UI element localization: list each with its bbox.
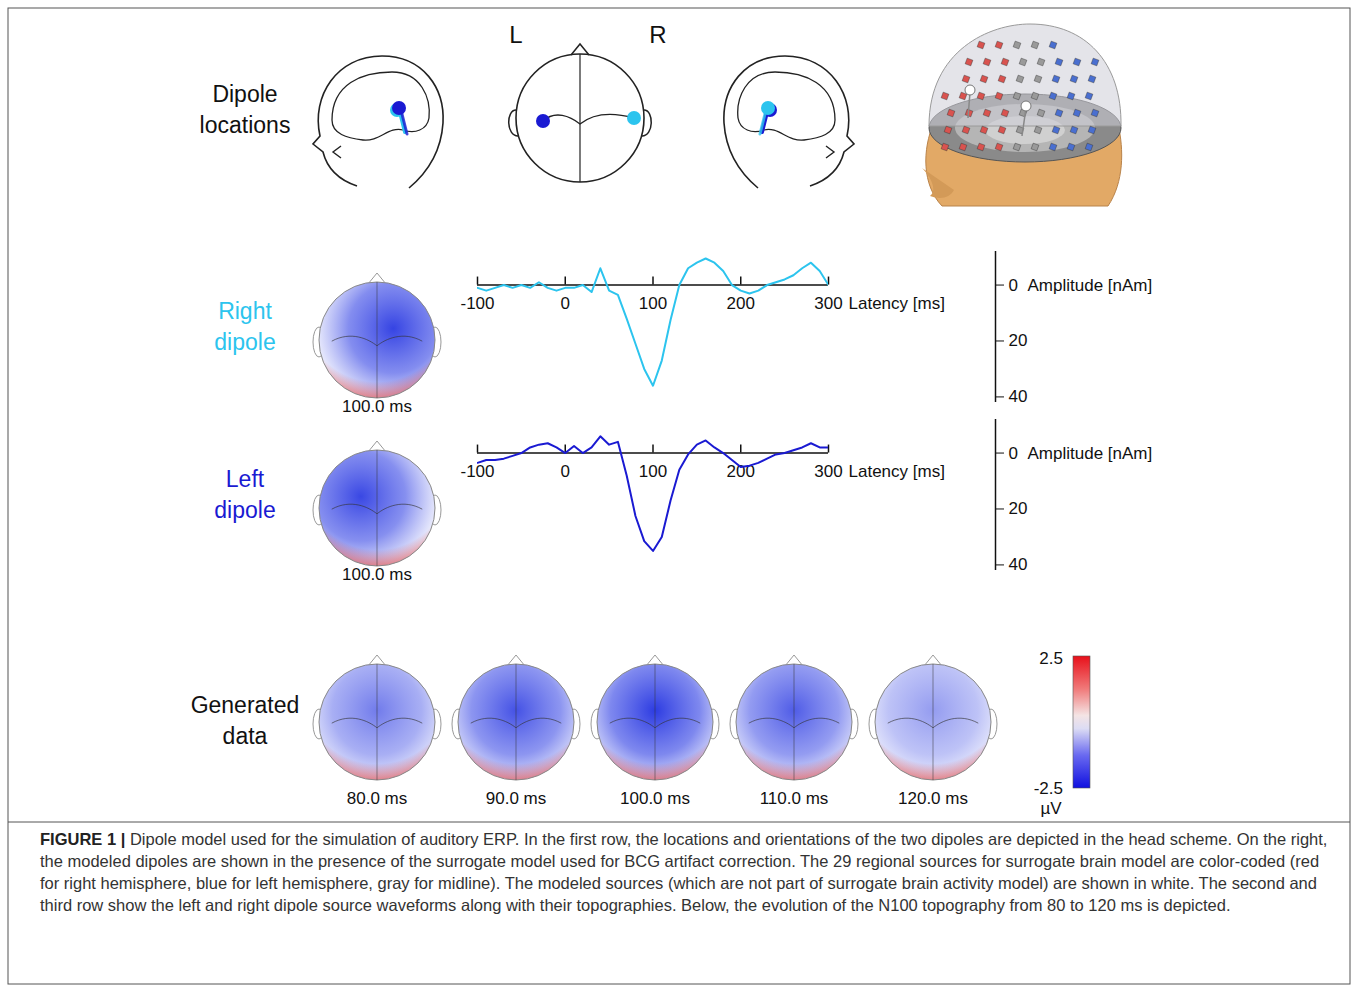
svg-text:R: R xyxy=(649,21,666,48)
svg-text:40: 40 xyxy=(1009,555,1028,574)
svg-text:Latency [ms]: Latency [ms] xyxy=(849,293,945,312)
svg-text:80.0 ms: 80.0 ms xyxy=(347,789,407,808)
svg-text:0: 0 xyxy=(1009,275,1018,294)
svg-text:-100: -100 xyxy=(460,293,494,312)
svg-text:300: 300 xyxy=(814,293,842,312)
svg-text:dipole: dipole xyxy=(214,497,275,523)
svg-text:200: 200 xyxy=(727,293,755,312)
html-text:FIGURE 1 | Dipole model used f: FIGURE 1 | Dipole model used for the sim… xyxy=(40,830,1328,914)
svg-text:µV: µV xyxy=(1040,799,1062,818)
svg-text:Amplitude [nAm]: Amplitude [nAm] xyxy=(1028,443,1153,462)
svg-text:100.0 ms: 100.0 ms xyxy=(342,397,412,416)
svg-text:-2.5: -2.5 xyxy=(1034,779,1063,798)
svg-text:40: 40 xyxy=(1009,387,1028,406)
svg-text:0: 0 xyxy=(1009,443,1018,462)
svg-text:0: 0 xyxy=(561,461,570,480)
svg-text:Dipole: Dipole xyxy=(212,81,277,107)
svg-text:110.0 ms: 110.0 ms xyxy=(760,789,829,808)
svg-text:Left: Left xyxy=(226,466,265,492)
svg-text:100.0 ms: 100.0 ms xyxy=(342,565,412,584)
svg-text:Amplitude [nAm]: Amplitude [nAm] xyxy=(1028,275,1153,294)
svg-text:dipole: dipole xyxy=(214,329,275,355)
svg-text:100: 100 xyxy=(639,293,667,312)
svg-text:data: data xyxy=(223,723,268,749)
svg-text:Latency [ms]: Latency [ms] xyxy=(849,461,945,480)
svg-text:0: 0 xyxy=(561,293,570,312)
svg-text:300: 300 xyxy=(814,461,842,480)
svg-text:2.5: 2.5 xyxy=(1039,649,1063,668)
svg-text:100.0 ms: 100.0 ms xyxy=(620,789,690,808)
svg-text:200: 200 xyxy=(726,461,755,481)
svg-text:20: 20 xyxy=(1009,331,1028,350)
svg-text:locations: locations xyxy=(200,112,291,138)
svg-text:20: 20 xyxy=(1009,499,1028,518)
svg-text:120.0 ms: 120.0 ms xyxy=(898,789,968,808)
svg-text:Generated: Generated xyxy=(191,692,300,718)
svg-text:90.0 ms: 90.0 ms xyxy=(486,789,546,808)
svg-text:Right: Right xyxy=(218,298,272,324)
svg-text:L: L xyxy=(509,21,522,48)
svg-text:-100: -100 xyxy=(460,461,494,480)
svg-text:100: 100 xyxy=(639,461,667,480)
